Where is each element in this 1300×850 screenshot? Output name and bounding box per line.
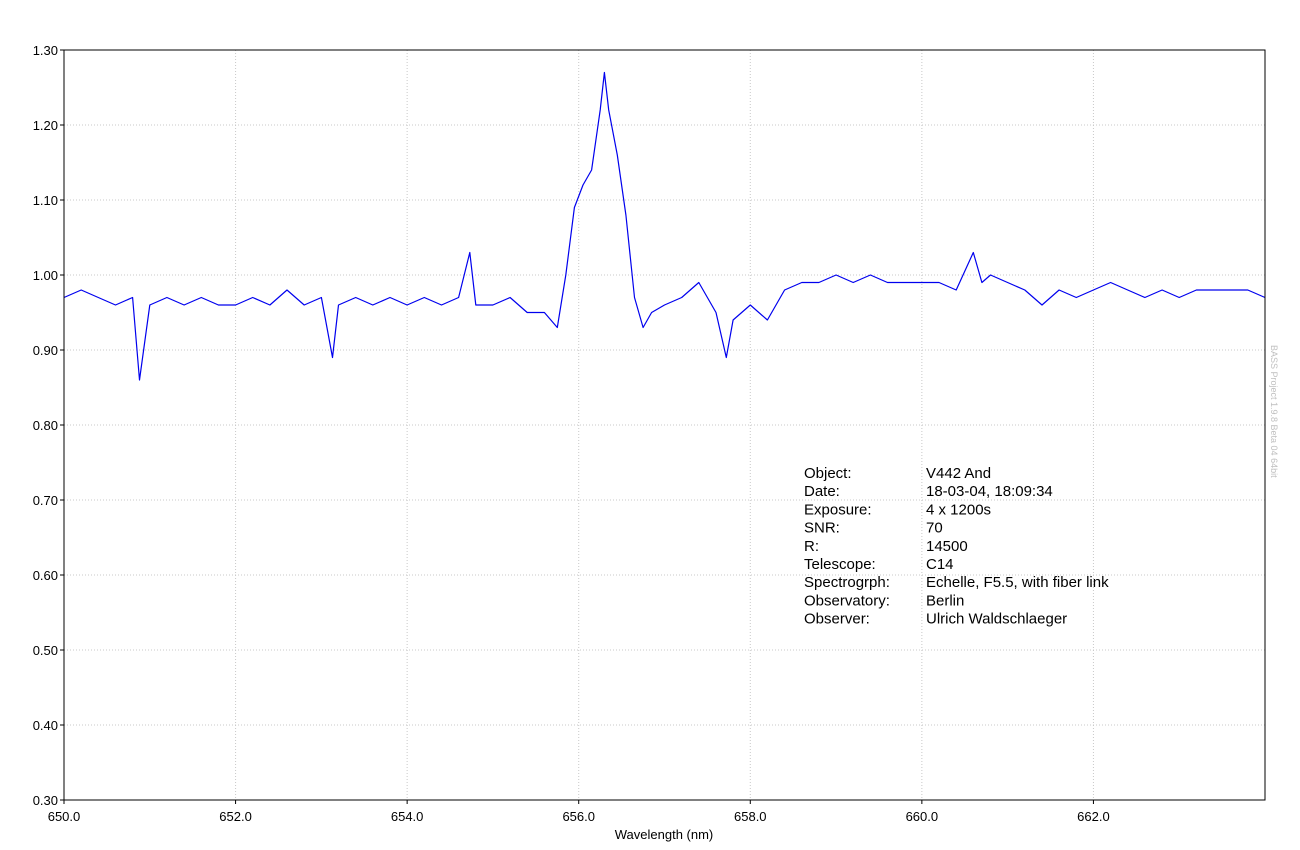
info-label: Date:: [804, 483, 840, 500]
y-tick-label: 1.20: [33, 118, 58, 133]
x-tick-label: 658.0: [734, 809, 767, 824]
info-value: 14500: [926, 538, 968, 555]
y-tick-label: 0.90: [33, 343, 58, 358]
y-tick-label: 1.30: [33, 43, 58, 58]
x-tick-label: 656.0: [562, 809, 595, 824]
y-tick-label: 0.50: [33, 643, 58, 658]
spectrum-line-group: [63, 71, 1266, 381]
info-value: 4 x 1200s: [926, 501, 991, 518]
info-label: Object:: [804, 465, 852, 482]
y-tick-label: 1.10: [33, 193, 58, 208]
y-tick-label: 0.60: [33, 568, 58, 583]
x-tick-label: 650.0: [48, 809, 81, 824]
x-tick-label: 654.0: [391, 809, 424, 824]
watermark-text: BASS Project 1.9.8 Beta 04 64bit: [1269, 345, 1279, 478]
info-value: C14: [926, 556, 954, 573]
y-tick-label: 1.00: [33, 268, 58, 283]
y-axis-ticks: 0.30 0.40 0.50 0.60 0.70 0.80 0.90 1.00 1.10 1.20…: [33, 43, 64, 808]
y-tick-label: 0.80: [33, 418, 58, 433]
info-value: Berlin: [926, 592, 964, 609]
grid: [64, 50, 1265, 800]
info-value: 18-03-04, 18:09:34: [926, 483, 1053, 500]
info-label: Exposure:: [804, 501, 872, 518]
observation-info-box: Object: V442 And Date: 18-03-04, 18:09:34 Ex…: [804, 465, 1109, 628]
spectrum-line: [63, 71, 1266, 381]
info-label: Telescope:: [804, 556, 876, 573]
x-tick-label: 660.0: [906, 809, 939, 824]
x-axis-ticks: 650.0 652.0 654.0 656.0 658.0 660.0 662.0: [48, 800, 1110, 824]
info-label: Observatory:: [804, 592, 890, 609]
info-label: SNR:: [804, 520, 840, 537]
info-label: R:: [804, 538, 819, 555]
x-tick-label: 662.0: [1077, 809, 1110, 824]
y-tick-label: 0.40: [33, 718, 58, 733]
info-value: 70: [926, 520, 943, 537]
y-tick-label: 0.70: [33, 493, 58, 508]
y-tick-label: 0.30: [33, 793, 58, 808]
info-label: Observer:: [804, 611, 870, 628]
x-tick-label: 652.0: [219, 809, 252, 824]
x-axis-title: Wavelength (nm): [615, 827, 714, 842]
info-value: V442 And: [926, 465, 991, 482]
info-value: Ulrich Waldschlaeger: [926, 611, 1067, 628]
info-label: Spectrogrph:: [804, 574, 890, 591]
info-value: Echelle, F5.5, with fiber link: [926, 574, 1109, 591]
